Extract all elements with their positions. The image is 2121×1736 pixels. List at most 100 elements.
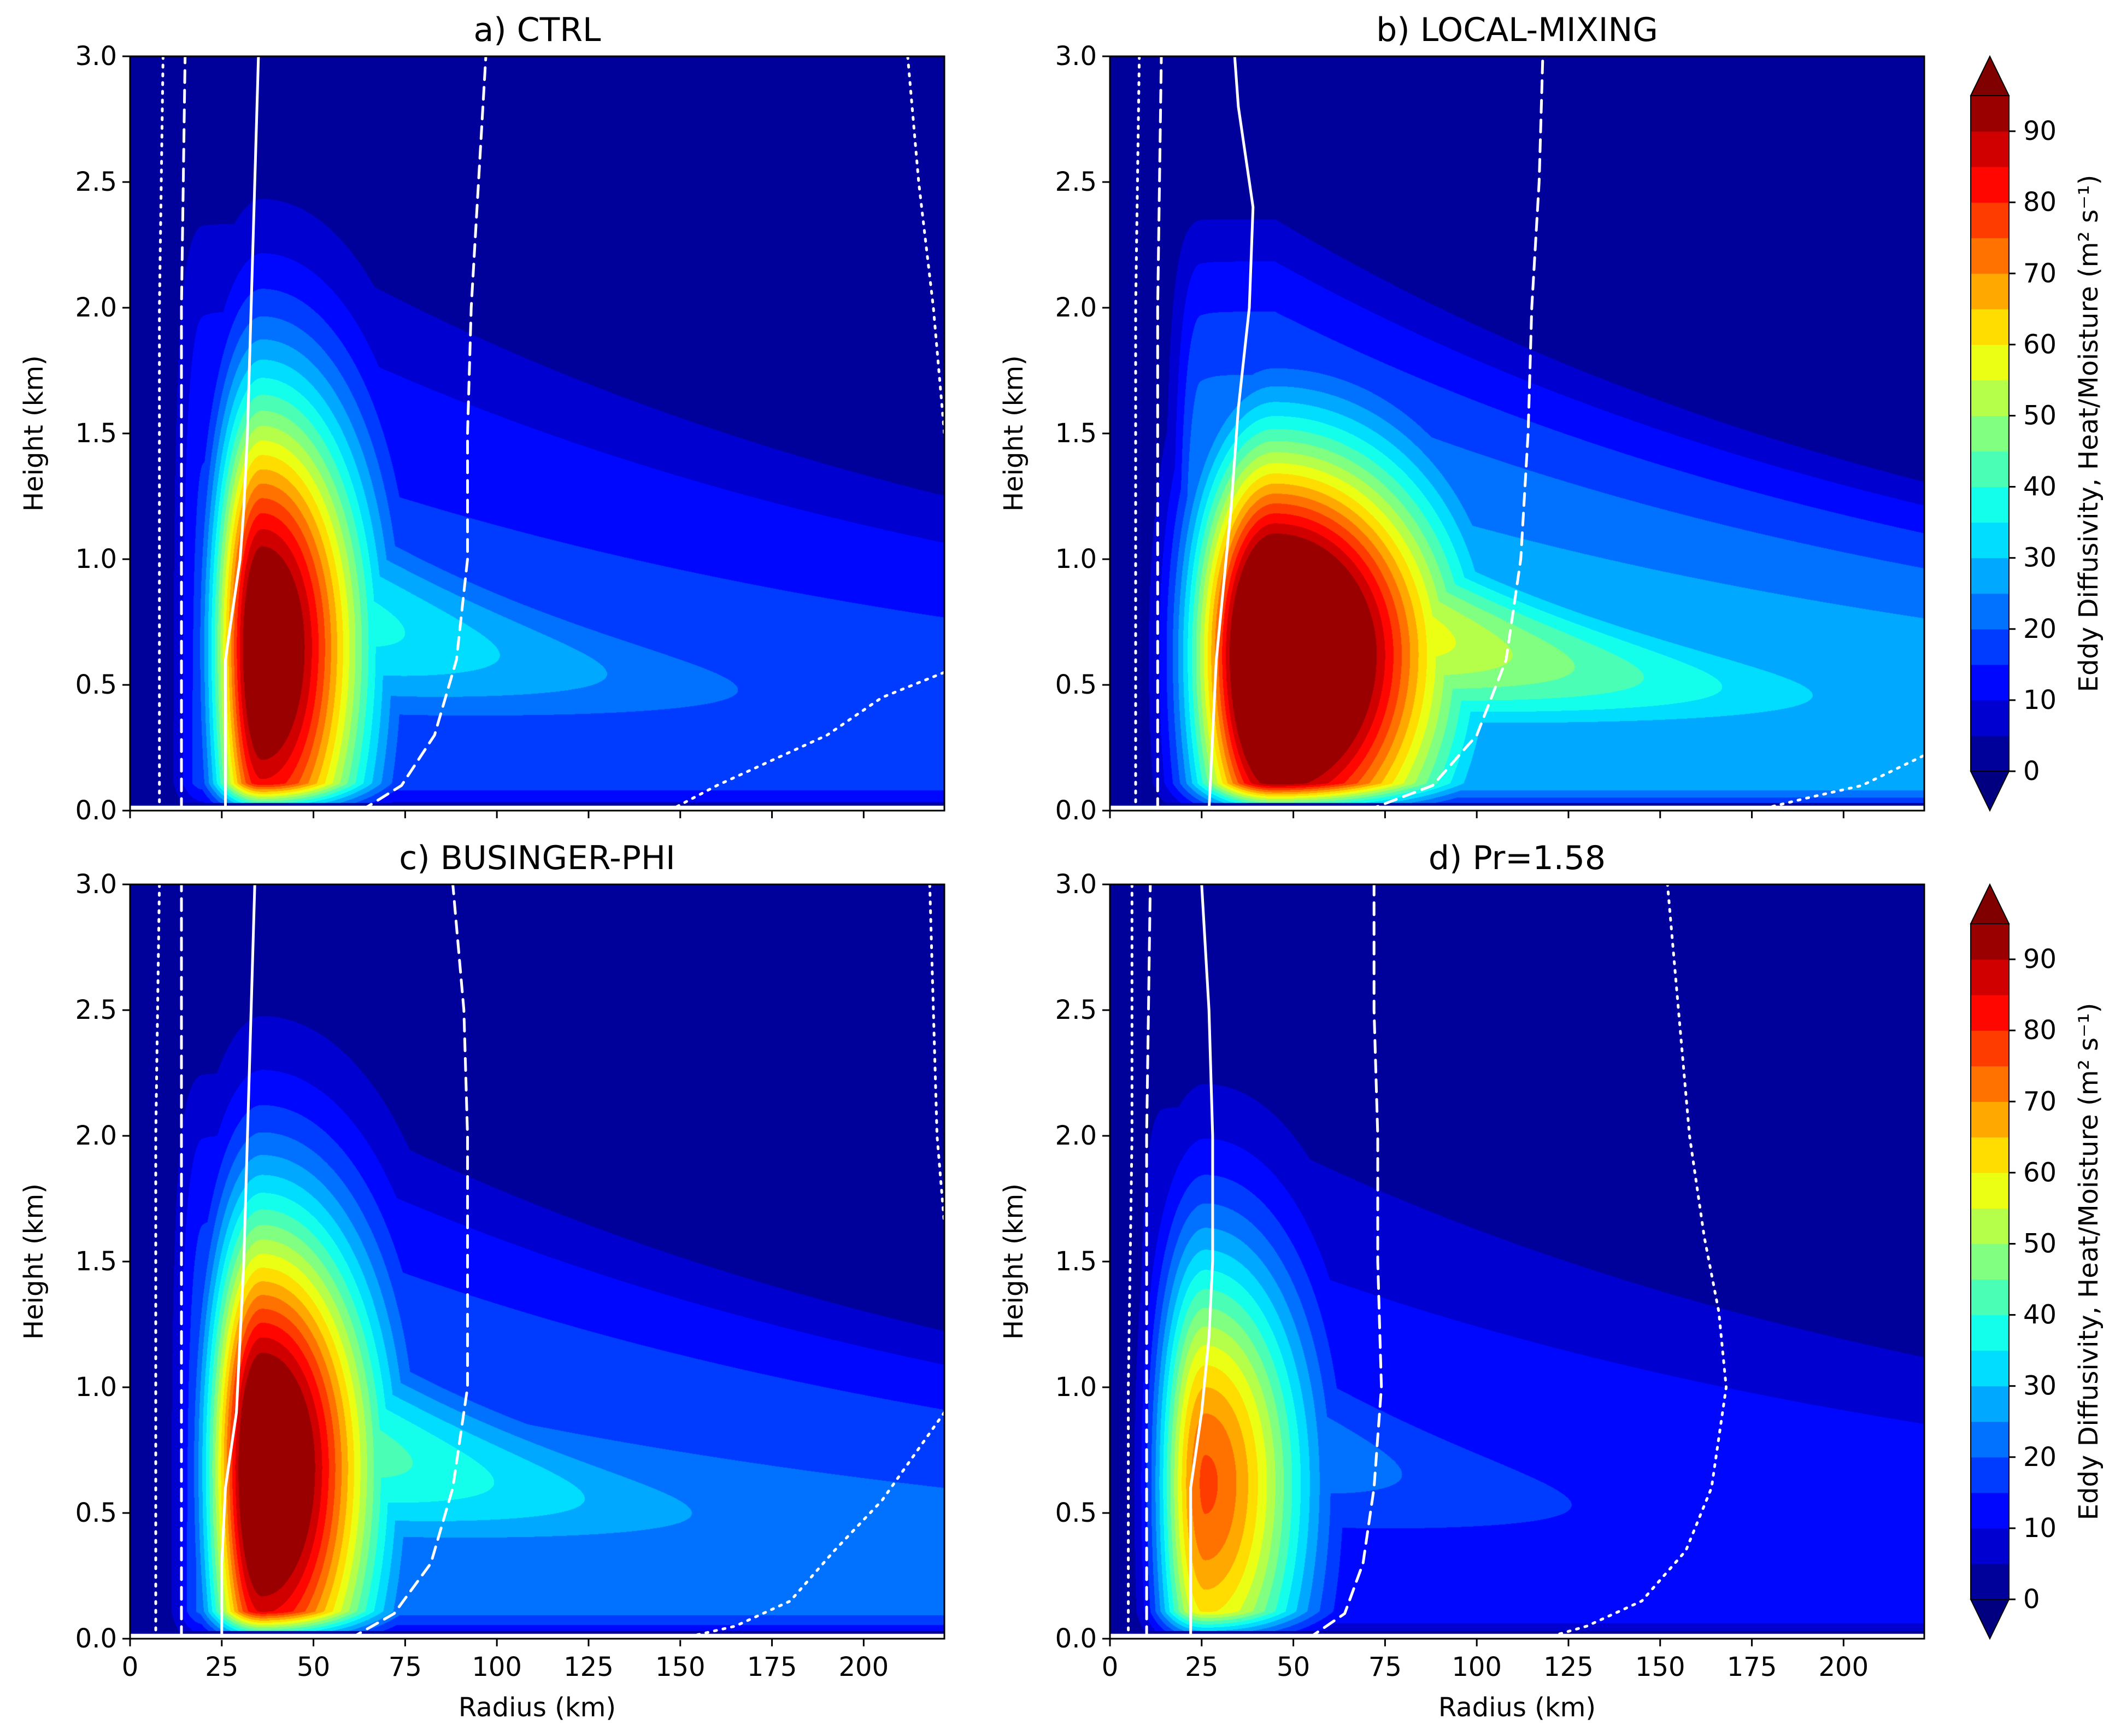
x-tick-label: 175	[747, 1652, 797, 1682]
colorbar-tick-label: 70	[2023, 1086, 2057, 1117]
colorbar-band	[1971, 995, 2009, 1031]
panel-c: c) BUSINGER-PHI 0.0 0.5 1.0 1.5 2.0 2.5 3.0 0 25…	[19, 839, 946, 1723]
panel-a-heatmap	[130, 56, 944, 811]
colorbar-tick-label: 50	[2023, 1228, 2057, 1259]
y-tick-label: 1.0	[75, 1372, 117, 1403]
contour-dashed-inner	[1145, 883, 1152, 1640]
panel-a-contours	[158, 55, 946, 812]
y-tick-label: 0.5	[1055, 670, 1097, 700]
colorbar-tick-label: 0	[2023, 756, 2040, 787]
y-tick-label: 0.0	[1055, 1623, 1097, 1654]
contour-dotted-outer	[1541, 883, 1728, 1640]
colorbar-bottom-body: 0 10 20 30 40 50 60 70 80 90	[1970, 883, 2057, 1640]
x-tick-label: 75	[1368, 1652, 1402, 1682]
colorbar-band	[1971, 1457, 2009, 1493]
colorbar-tick-label: 0	[2023, 1584, 2040, 1615]
y-tick-label: 2.5	[75, 167, 117, 197]
colorbar-tick-label: 60	[2023, 1157, 2057, 1188]
panel-b-frame	[1109, 55, 1925, 812]
y-tick-label: 1.5	[75, 418, 117, 449]
panel-c-xlabel: Radius (km)	[459, 1692, 616, 1723]
y-tick-label: 1.5	[75, 1246, 117, 1277]
x-tick-label: 100	[1452, 1652, 1502, 1682]
x-tick-label: 100	[472, 1652, 522, 1682]
colorbar-tick-label: 60	[2023, 329, 2057, 360]
colorbar-band	[1971, 735, 2009, 772]
colorbar-band	[1971, 959, 2009, 995]
panel-d-xlabel: Radius (km)	[1438, 1692, 1596, 1723]
colorbar-band	[1971, 629, 2009, 665]
contour-dotted-right	[928, 883, 946, 1225]
contour-dotted-outer	[679, 1411, 946, 1640]
colorbar-tick-label: 50	[2023, 400, 2057, 431]
colorbar-band	[1971, 1492, 2009, 1529]
panel-b-title: b) LOCAL-MIXING	[1376, 11, 1658, 49]
colorbar-band	[1971, 238, 2009, 274]
x-tick-label: 25	[205, 1652, 238, 1682]
colorbar-bottom-label: Eddy Diffusivity, Heat/Moisture (m² s⁻¹)	[2073, 1003, 2104, 1521]
colorbar-band	[1971, 451, 2009, 488]
y-tick-label: 2.0	[1055, 1121, 1097, 1151]
colorbar-band	[1971, 167, 2009, 203]
panel-c-plot	[130, 884, 944, 1639]
contour-dotted-inner	[158, 55, 164, 812]
colorbar-top-label: Eddy Diffusivity, Heat/Moisture (m² s⁻¹)	[2073, 175, 2104, 693]
y-tick-label: 2.0	[75, 1121, 117, 1151]
colorbar-band	[1971, 1421, 2009, 1458]
panel-b-heatmap	[1110, 56, 1924, 811]
colorbar-band	[1971, 309, 2009, 345]
panel-a-plot	[130, 56, 944, 811]
colorbar-band	[1971, 1563, 2009, 1600]
x-tick-label: 25	[1185, 1652, 1218, 1682]
colorbar-band	[1971, 1279, 2009, 1316]
contour-dashed-outer	[1306, 883, 1383, 1640]
colorbar-band	[1971, 273, 2009, 309]
panel-a-title: a) CTRL	[474, 11, 601, 49]
colorbar-band	[1971, 1137, 2009, 1173]
y-tick-label: 3.0	[1055, 869, 1097, 900]
y-tick-label: 3.0	[75, 41, 117, 72]
contour-solid	[1189, 883, 1214, 1640]
colorbar-tick-label: 90	[2023, 944, 2057, 975]
colorbar-tick-label: 40	[2023, 1300, 2057, 1330]
x-tick-label: 150	[655, 1652, 706, 1682]
colorbar-band	[1971, 415, 2009, 452]
x-tick-label: 50	[297, 1652, 330, 1682]
y-tick-label: 0.5	[75, 670, 117, 700]
x-tick-label: 200	[1819, 1652, 1869, 1682]
colorbar-band	[1971, 1208, 2009, 1245]
colorbar-band	[1971, 1172, 2009, 1209]
colorbar-band	[1971, 96, 2009, 132]
panel-d-plot	[1110, 884, 1924, 1639]
colorbar-band	[1971, 1386, 2009, 1422]
colorbar-band	[1971, 1101, 2009, 1137]
colorbar-band	[1971, 131, 2009, 167]
colorbar-band	[1971, 380, 2009, 417]
x-tick-label: 50	[1277, 1652, 1310, 1682]
colorbar-top: 0 10 20 30 40 50 60 70 80 90 Eddy Diffusivity, He…	[1970, 55, 2104, 812]
colorbar-tick-label: 30	[2023, 543, 2057, 573]
y-tick-label: 1.5	[1055, 418, 1097, 449]
x-tick-label: 0	[122, 1652, 139, 1682]
colorbar-frame	[1970, 95, 2010, 772]
panel-b: b) LOCAL-MIXING 0.0 0.5 1.0 1.5 2.0 2.5 3.0 He…	[998, 11, 1926, 826]
colorbar-tick-label: 90	[2023, 116, 2057, 146]
contour-dashed-outer	[349, 883, 469, 1640]
y-tick-label: 1.0	[75, 544, 117, 574]
colorbar-band	[1971, 1315, 2009, 1351]
colorbar-band	[1971, 700, 2009, 736]
y-tick-label: 2.5	[1055, 995, 1097, 1025]
y-tick-label: 1.5	[1055, 1246, 1097, 1277]
colorbar-band	[1971, 1350, 2009, 1387]
y-tick-label: 2.5	[1055, 167, 1097, 197]
panel-d-ticks: 0.0 0.5 1.0 1.5 2.0 2.5 3.0 0 25 50 75 100 125 150 175…	[1055, 869, 1869, 1682]
y-tick-label: 0.0	[75, 1623, 117, 1654]
colorbar-band	[1971, 1030, 2009, 1066]
panel-b-ylabel: Height (km)	[998, 355, 1029, 512]
colorbar-band	[1971, 486, 2009, 523]
panel-d: d) Pr=1.58 0.0 0.5 1.0 1.5 2.0 2.5 3.0 0 25 50 75 1…	[998, 839, 1925, 1723]
colorbar-band	[1971, 593, 2009, 630]
colorbar-band	[1971, 1066, 2009, 1102]
contour-dotted-inner	[1127, 883, 1133, 1640]
